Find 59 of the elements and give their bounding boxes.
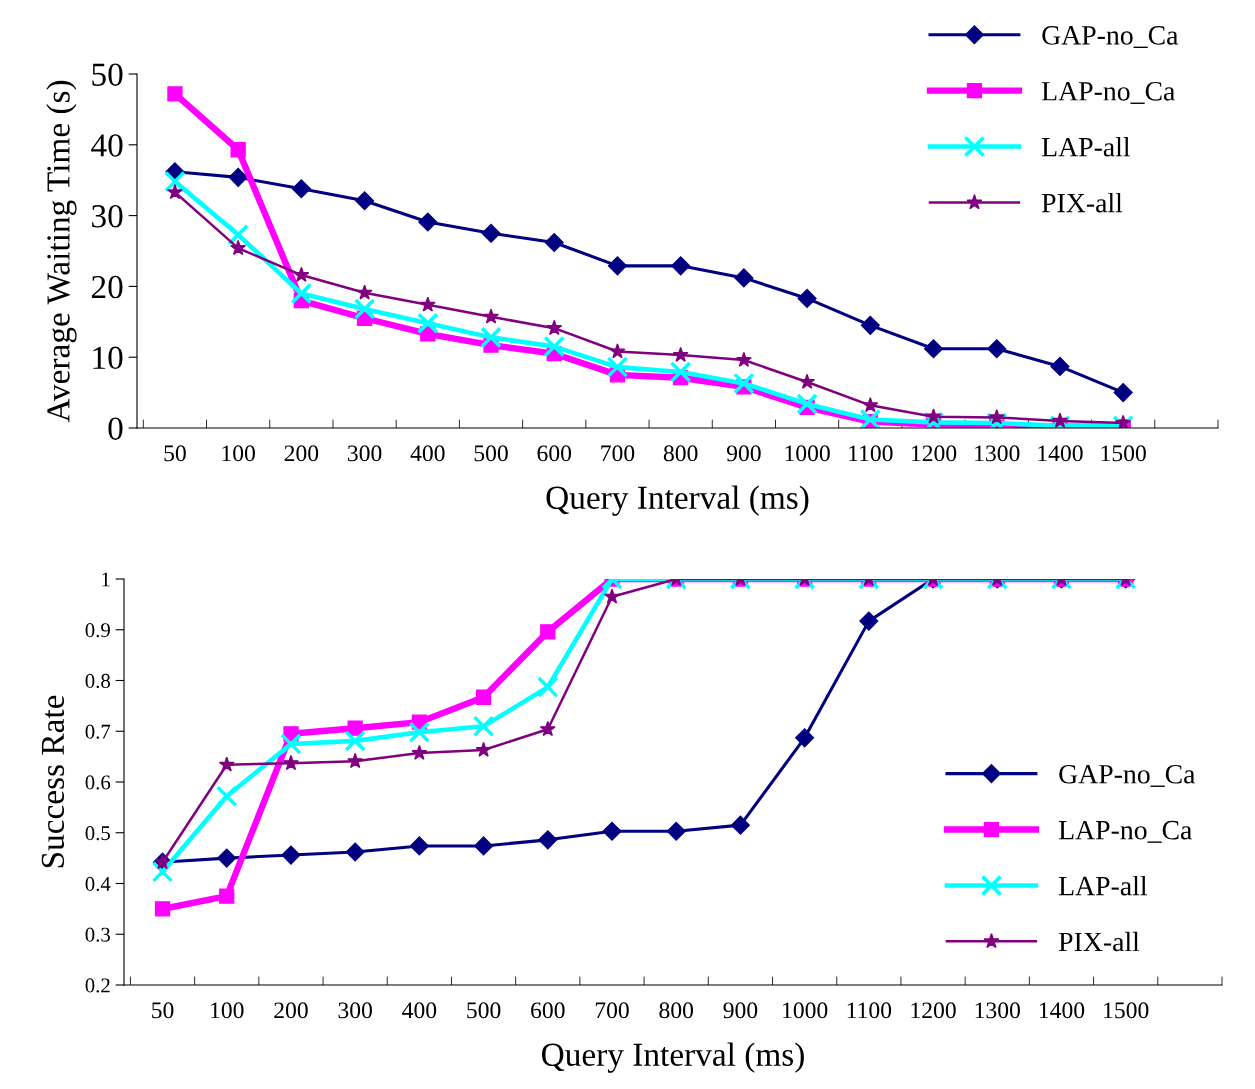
legend-label: PIX-all [1058,931,1140,952]
x-tick-label: 1300 [975,445,1020,462]
x-tick-label: 1000 [783,1002,828,1019]
x-tick-label: 900 [726,445,761,462]
x-tick-label: 100 [222,445,255,462]
x-tick-label: 1100 [847,1002,892,1019]
y-axis-title: Average Waiting Time (s) [46,80,77,423]
x-tick-label: 300 [338,1002,372,1019]
x-tick-label: 50 [164,445,186,462]
x-tick-label: 700 [601,445,635,462]
y-tick-label: 0 [108,417,123,440]
x-tick-label: 100 [211,1002,244,1019]
y-tick-label: 50 [92,63,123,86]
x-tick-label: 1200 [911,445,957,462]
legend-label: LAP-no_Ca [1041,81,1175,104]
x-tick-label: 800 [663,445,698,462]
x-tick-label: 1400 [1039,1002,1085,1019]
x-tick-label: 1000 [785,445,830,462]
y-tick-label: 0.6 [85,775,111,790]
x-tick-label: 300 [348,445,382,462]
y-tick-label: 30 [92,205,123,228]
y-tick-label: 0.5 [85,826,110,841]
legend-label: LAP-all [1058,875,1148,896]
x-tick-label: 1300 [975,1002,1020,1019]
x-tick-label: 50 [152,1002,174,1019]
y-axis-title: Success Rate [41,695,65,868]
x-tick-label: 1400 [1038,445,1083,462]
x-tick-label: 1500 [1101,445,1146,462]
x-tick-label: 600 [531,1002,565,1019]
y-tick-label: 0.9 [85,623,110,638]
legend-label: GAP-no_Ca [1059,764,1196,787]
x-tick-label: 800 [659,1002,694,1019]
x-tick-label: 900 [723,1002,758,1019]
y-tick-label: 10 [93,346,123,370]
legend-label: PIX-all [1041,192,1123,213]
y-tick-label: 0.8 [85,673,111,689]
x-tick-label: 1100 [849,445,893,462]
x-tick-label: 500 [474,445,508,462]
y-tick-label: 1 [102,572,110,587]
x-tick-label: 1500 [1104,1002,1149,1019]
x-axis-title: Query Interval (ms) [542,1042,804,1073]
x-tick-label: 200 [284,445,319,462]
y-tick-label: 20 [91,275,123,299]
x-tick-label: 700 [595,1002,629,1019]
y-tick-label: 0.4 [85,876,111,892]
x-tick-label: 600 [537,445,572,462]
x-tick-label: 1200 [911,1002,956,1019]
x-tick-label: 400 [402,1002,437,1019]
legend-label: GAP-no_Ca [1042,26,1179,49]
y-tick-label: 40 [91,134,123,157]
y-tick-label: 0.7 [85,724,111,739]
legend-label: LAP-no_Ca [1058,820,1192,843]
x-tick-label: 400 [410,445,445,462]
y-tick-label: 0.2 [85,978,110,993]
x-axis-title: Query Interval (ms) [546,485,809,516]
x-tick-label: 200 [274,1002,308,1019]
legend-label: LAP-all [1041,137,1131,157]
x-tick-label: 500 [467,1002,501,1019]
y-tick-label: 0.3 [85,927,110,942]
